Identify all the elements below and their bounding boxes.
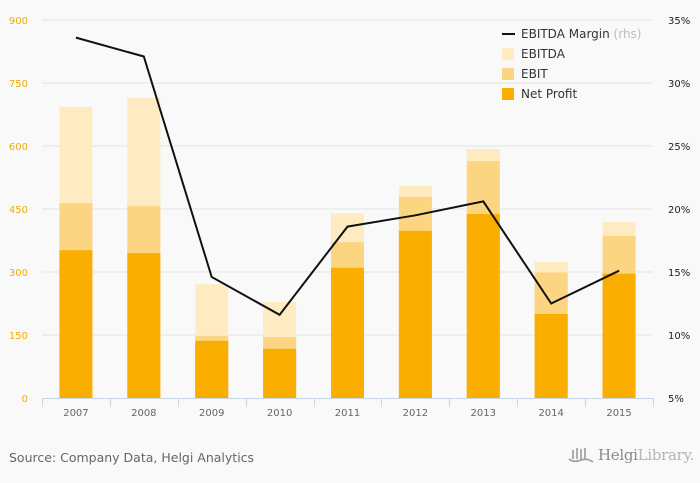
y-left-tick-label: 0 <box>22 394 28 405</box>
bar-net-profit <box>195 340 229 398</box>
y-left-tick-label: 450 <box>9 205 28 216</box>
brand-main: Helgi <box>598 446 638 464</box>
y-right-tick-label: 35% <box>668 16 690 27</box>
x-tick-label: 2010 <box>267 408 292 419</box>
bar-net-profit <box>398 230 432 398</box>
legend-label-ebitda-margin: EBITDA Margin (rhs) <box>521 27 642 41</box>
bar-net-profit <box>466 214 500 398</box>
source-note: Source: Company Data, Helgi Analytics <box>9 450 255 465</box>
legend-swatch-ebitda <box>502 48 514 60</box>
bar-net-profit <box>331 267 364 398</box>
bar-net-profit <box>127 253 161 398</box>
y-right-tick-label: 5% <box>668 394 684 405</box>
y-left-tick-label: 900 <box>9 16 28 27</box>
legend-label-ebitda: EBITDA <box>521 47 566 61</box>
bars <box>59 98 636 399</box>
library-building-icon <box>568 448 594 463</box>
y-left-tick-label: 600 <box>9 142 28 153</box>
bar-net-profit <box>263 348 297 398</box>
y-right-tick-label: 10% <box>668 331 690 342</box>
bar-net-profit <box>534 314 568 398</box>
y-right-tick-label: 25% <box>668 142 690 153</box>
y-left-tick-label: 300 <box>9 268 28 279</box>
helgi-library-logo[interactable]: HelgiLibrary. <box>568 446 694 464</box>
x-tick-label: 2015 <box>606 408 631 419</box>
x-tick-label: 2007 <box>63 408 88 419</box>
y-right-tick-label: 30% <box>668 79 690 90</box>
y-right-tick-label: 15% <box>668 268 690 279</box>
legend-swatch-ebit <box>502 68 514 80</box>
chart: 0 150 300 450 600 750 900 5% 10% 15% 20% 25% 30% 35% 2… <box>9 16 690 419</box>
x-tick-label: 2014 <box>538 408 563 419</box>
legend-swatch-net-profit <box>502 88 514 100</box>
y-left-tick-label: 150 <box>9 331 28 342</box>
legend: EBITDA Margin (rhs) EBITDA EBIT Net Profit <box>502 27 642 101</box>
axes: 0 150 300 450 600 750 900 5% 10% 15% 20% 25% 30% 35% 2… <box>9 16 690 419</box>
brand-sub: Library. <box>637 446 695 464</box>
x-tick-label: 2013 <box>471 408 496 419</box>
legend-rhs-note: (rhs) <box>614 27 642 41</box>
margin-line <box>75 36 620 317</box>
y-right-tick-label: 20% <box>668 205 690 216</box>
bar-net-profit <box>602 273 636 398</box>
x-tick-label: 2011 <box>335 408 360 419</box>
y-left-tick-label: 750 <box>9 79 28 90</box>
legend-label-net-profit: Net Profit <box>521 87 577 101</box>
bar-net-profit <box>59 250 93 398</box>
legend-label-ebit: EBIT <box>521 67 548 81</box>
x-tick-label: 2008 <box>131 408 156 419</box>
x-tick-label: 2012 <box>403 408 428 419</box>
x-tick-label: 2009 <box>199 408 224 419</box>
